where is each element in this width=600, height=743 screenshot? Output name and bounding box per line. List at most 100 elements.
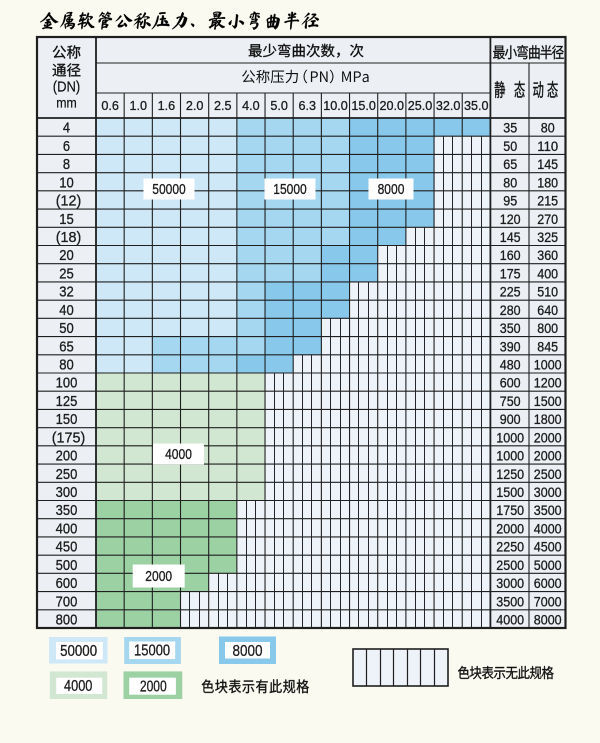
svg-text:100: 100	[56, 376, 78, 392]
svg-text:360: 360	[537, 248, 558, 264]
svg-text:0.6: 0.6	[101, 99, 119, 113]
svg-text:95: 95	[503, 194, 517, 210]
svg-text:8000: 8000	[233, 643, 263, 660]
svg-text:25.0: 25.0	[408, 99, 433, 113]
svg-text:120: 120	[500, 212, 521, 228]
svg-text:2000: 2000	[534, 449, 562, 465]
svg-text:15: 15	[59, 212, 74, 228]
svg-text:35.0: 35.0	[464, 99, 489, 113]
svg-text:15000: 15000	[134, 643, 170, 660]
svg-text:(18): (18)	[56, 230, 82, 246]
svg-text:2500: 2500	[534, 467, 562, 483]
svg-text:6000: 6000	[534, 576, 562, 592]
svg-text:1000: 1000	[534, 358, 562, 374]
svg-text:110: 110	[537, 139, 558, 155]
svg-text:5000: 5000	[534, 558, 562, 574]
svg-text:1.6: 1.6	[158, 99, 176, 113]
svg-text:400: 400	[537, 266, 558, 282]
svg-text:350: 350	[500, 321, 521, 337]
svg-text:750: 750	[500, 394, 521, 410]
svg-text:175: 175	[500, 266, 521, 282]
svg-text:6.3: 6.3	[299, 99, 317, 113]
svg-text:4000: 4000	[165, 447, 192, 463]
svg-text:32: 32	[59, 285, 74, 301]
svg-text:1000: 1000	[496, 449, 524, 465]
svg-text:800: 800	[56, 613, 78, 629]
svg-text:1750: 1750	[496, 503, 524, 519]
svg-text:4: 4	[63, 121, 70, 137]
svg-text:4.0: 4.0	[242, 99, 260, 113]
svg-text:5.0: 5.0	[270, 99, 288, 113]
svg-text:3500: 3500	[534, 503, 562, 519]
svg-text:2250: 2250	[496, 540, 524, 556]
svg-text:8000: 8000	[378, 182, 405, 198]
svg-text:1500: 1500	[534, 394, 562, 410]
svg-text:2.5: 2.5	[214, 99, 232, 113]
svg-text:480: 480	[500, 358, 521, 374]
svg-text:150: 150	[56, 412, 78, 428]
svg-text:125: 125	[56, 394, 78, 410]
svg-text:8000: 8000	[534, 613, 562, 629]
svg-text:65: 65	[59, 339, 74, 355]
svg-text:2000: 2000	[145, 569, 172, 585]
svg-text:80: 80	[503, 175, 517, 191]
svg-text:4500: 4500	[534, 540, 562, 556]
svg-text:200: 200	[56, 449, 78, 465]
svg-text:35: 35	[503, 121, 517, 137]
svg-text:50: 50	[503, 139, 517, 155]
svg-text:350: 350	[56, 503, 78, 519]
svg-text:(12): (12)	[56, 194, 82, 210]
svg-text:4000: 4000	[496, 613, 524, 629]
svg-text:2500: 2500	[496, 558, 524, 574]
svg-text:1200: 1200	[534, 376, 562, 392]
svg-text:640: 640	[537, 303, 558, 319]
svg-text:2000: 2000	[534, 430, 562, 446]
svg-text:15.0: 15.0	[351, 99, 376, 113]
svg-text:2000: 2000	[140, 679, 167, 696]
svg-text:900: 900	[500, 412, 521, 428]
svg-text:1800: 1800	[534, 412, 562, 428]
svg-text:(175): (175)	[52, 430, 86, 446]
svg-text:400: 400	[56, 521, 78, 537]
svg-text:180: 180	[537, 175, 558, 191]
svg-text:450: 450	[56, 540, 78, 556]
svg-text:3000: 3000	[496, 576, 524, 592]
svg-text:mm: mm	[56, 95, 77, 111]
svg-text:1000: 1000	[496, 430, 524, 446]
svg-text:145: 145	[537, 157, 558, 173]
svg-text:3000: 3000	[534, 485, 562, 501]
svg-text:80: 80	[59, 358, 74, 374]
svg-text:1500: 1500	[496, 485, 524, 501]
svg-text:145: 145	[500, 230, 521, 246]
svg-text:2.0: 2.0	[186, 99, 204, 113]
svg-text:8: 8	[63, 157, 70, 173]
svg-text:325: 325	[537, 230, 558, 246]
svg-text:215: 215	[537, 194, 558, 210]
svg-text:280: 280	[500, 303, 521, 319]
svg-text:50000: 50000	[152, 182, 186, 198]
svg-text:40: 40	[59, 303, 74, 319]
svg-text:800: 800	[537, 321, 558, 337]
svg-text:10: 10	[59, 175, 74, 191]
svg-text:1.0: 1.0	[130, 99, 148, 113]
svg-text:25: 25	[59, 266, 74, 282]
svg-text:6: 6	[63, 139, 70, 155]
svg-text:500: 500	[56, 558, 78, 574]
svg-text:3500: 3500	[496, 594, 524, 610]
svg-text:2000: 2000	[496, 521, 524, 537]
svg-text:845: 845	[537, 339, 558, 355]
svg-text:510: 510	[537, 285, 558, 301]
svg-text:270: 270	[537, 212, 558, 228]
svg-text:225: 225	[500, 285, 521, 301]
svg-text:80: 80	[541, 121, 555, 137]
svg-text:700: 700	[56, 594, 78, 610]
svg-text:10.0: 10.0	[323, 99, 348, 113]
svg-text:15000: 15000	[273, 182, 307, 198]
svg-text:7000: 7000	[534, 594, 562, 610]
svg-text:300: 300	[56, 485, 78, 501]
svg-text:20: 20	[59, 248, 74, 264]
svg-text:20.0: 20.0	[380, 99, 405, 113]
svg-text:(DN): (DN)	[53, 79, 81, 96]
svg-text:160: 160	[500, 248, 521, 264]
svg-text:600: 600	[56, 576, 78, 592]
